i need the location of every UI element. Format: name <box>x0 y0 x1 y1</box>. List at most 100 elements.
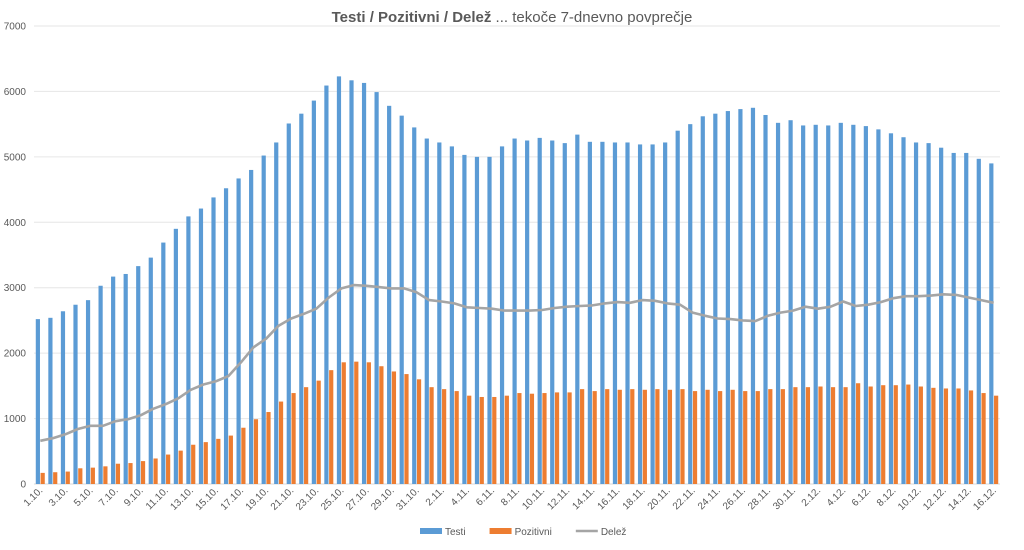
x-tick-label: 8.11. <box>499 485 522 508</box>
bar-testi <box>612 142 618 484</box>
x-tick-label: 16.12. <box>971 485 998 512</box>
bar-testi <box>600 141 605 484</box>
x-tick-label: 12.11. <box>545 485 572 512</box>
bar-pozitivni <box>830 387 836 484</box>
x-tick-label: 10.12. <box>896 485 923 512</box>
bar-pozitivni <box>53 472 58 484</box>
x-tick-label: 16.11. <box>596 485 623 512</box>
bar-testi <box>826 125 831 485</box>
bar-pozitivni <box>103 466 108 484</box>
bar-pozitivni <box>843 387 848 484</box>
x-tick-label: 7.10. <box>97 485 121 509</box>
bar-testi <box>788 120 793 485</box>
bar-testi <box>424 138 429 484</box>
bar-pozitivni <box>391 371 397 484</box>
bar-testi <box>449 146 454 485</box>
legend-swatch-testi <box>420 528 442 534</box>
bar-pozitivni <box>278 401 284 484</box>
x-tick-label: 2.11. <box>424 485 447 508</box>
x-tick-label: 14.11. <box>570 485 597 512</box>
bar-testi <box>349 80 354 484</box>
bar-testi <box>387 105 392 484</box>
bar-pozitivni <box>592 391 597 484</box>
bar-testi <box>525 140 530 484</box>
bar-testi <box>725 111 730 485</box>
x-tick-label: 4.12. <box>825 485 849 509</box>
bar-testi <box>650 144 655 484</box>
bar-pozitivni <box>291 393 296 484</box>
bar-testi <box>700 116 705 484</box>
bar-testi <box>801 125 806 485</box>
x-tick-label: 30.11. <box>771 485 798 512</box>
x-tick-label: 27.10. <box>344 485 371 512</box>
bar-pozitivni <box>981 393 986 484</box>
bar-pozitivni <box>567 392 572 484</box>
bar-pozitivni <box>492 396 497 484</box>
bar-pozitivni <box>956 388 961 484</box>
x-tick-label: 23.10. <box>294 485 321 512</box>
x-tick-label: 4.11. <box>449 485 472 508</box>
bar-pozitivni <box>931 387 936 484</box>
legend-label-testi: Testi <box>445 527 466 538</box>
bar-testi <box>775 122 781 484</box>
bar-pozitivni <box>881 385 886 484</box>
bar-pozitivni <box>529 393 535 484</box>
bar-pozitivni <box>906 384 911 484</box>
bar-pozitivni <box>454 391 459 484</box>
bar-pozitivni <box>994 395 999 484</box>
bar-pozitivni <box>918 386 923 484</box>
bar-pozitivni <box>718 391 723 484</box>
bar-pozitivni <box>341 362 346 484</box>
x-tick-label: 15.10. <box>194 485 221 512</box>
bar-testi <box>888 133 894 484</box>
bar-testi <box>913 142 919 484</box>
bar-testi <box>587 141 592 484</box>
bar-pozitivni <box>768 389 773 484</box>
bar-testi <box>675 130 680 484</box>
x-tick-label: 18.11. <box>621 485 648 512</box>
x-tick-label: 28.11. <box>746 485 773 512</box>
legend-swatch-pozitivni <box>489 528 512 534</box>
bar-pozitivni <box>416 379 422 484</box>
bar-pozitivni <box>316 380 321 484</box>
bar-pozitivni <box>943 388 949 484</box>
bar-testi <box>111 276 116 484</box>
bar-testi <box>186 216 191 484</box>
bar-pozitivni <box>379 366 384 484</box>
bar-testi <box>437 142 442 484</box>
bar-pozitivni <box>667 389 673 484</box>
bar-testi <box>173 228 178 484</box>
bar-pozitivni <box>818 386 823 484</box>
bar-testi <box>487 156 492 484</box>
bar-pozitivni <box>580 389 585 484</box>
y-tick-label: 1000 <box>4 414 27 425</box>
x-tick-label: 10.11. <box>520 485 547 512</box>
x-tick-label: 5.10. <box>72 485 96 509</box>
bar-testi <box>663 142 668 484</box>
bar-pozitivni <box>191 444 196 484</box>
bar-testi <box>550 140 555 484</box>
bar-pozitivni <box>617 389 622 484</box>
bar-pozitivni <box>705 389 710 484</box>
bar-testi <box>964 152 969 484</box>
bar-pozitivni <box>354 361 359 484</box>
bar-pozitivni <box>730 389 735 484</box>
bar-testi <box>713 113 718 484</box>
legend-label-delež: Delež <box>601 527 627 538</box>
bar-testi <box>223 188 229 484</box>
bar-testi <box>35 319 40 484</box>
x-tick-label: 29.10. <box>369 485 396 512</box>
x-tick-label: 17.10. <box>219 485 246 512</box>
x-tick-label: 14.12. <box>946 485 973 512</box>
bar-testi <box>939 147 944 484</box>
bar-testi <box>236 178 241 484</box>
bar-pozitivni <box>780 389 785 484</box>
x-axis-ticks: 1.10. 3.10. 5.10. 7.10. 9.10.11.10.13.10.15.… <box>22 485 999 512</box>
bar-pozitivni <box>605 389 610 484</box>
bar-pozitivni <box>366 362 371 484</box>
bar-testi <box>299 113 304 484</box>
y-tick-label: 5000 <box>4 152 27 163</box>
x-tick-label: 6.12. <box>850 485 874 509</box>
bar-testi <box>161 242 166 484</box>
